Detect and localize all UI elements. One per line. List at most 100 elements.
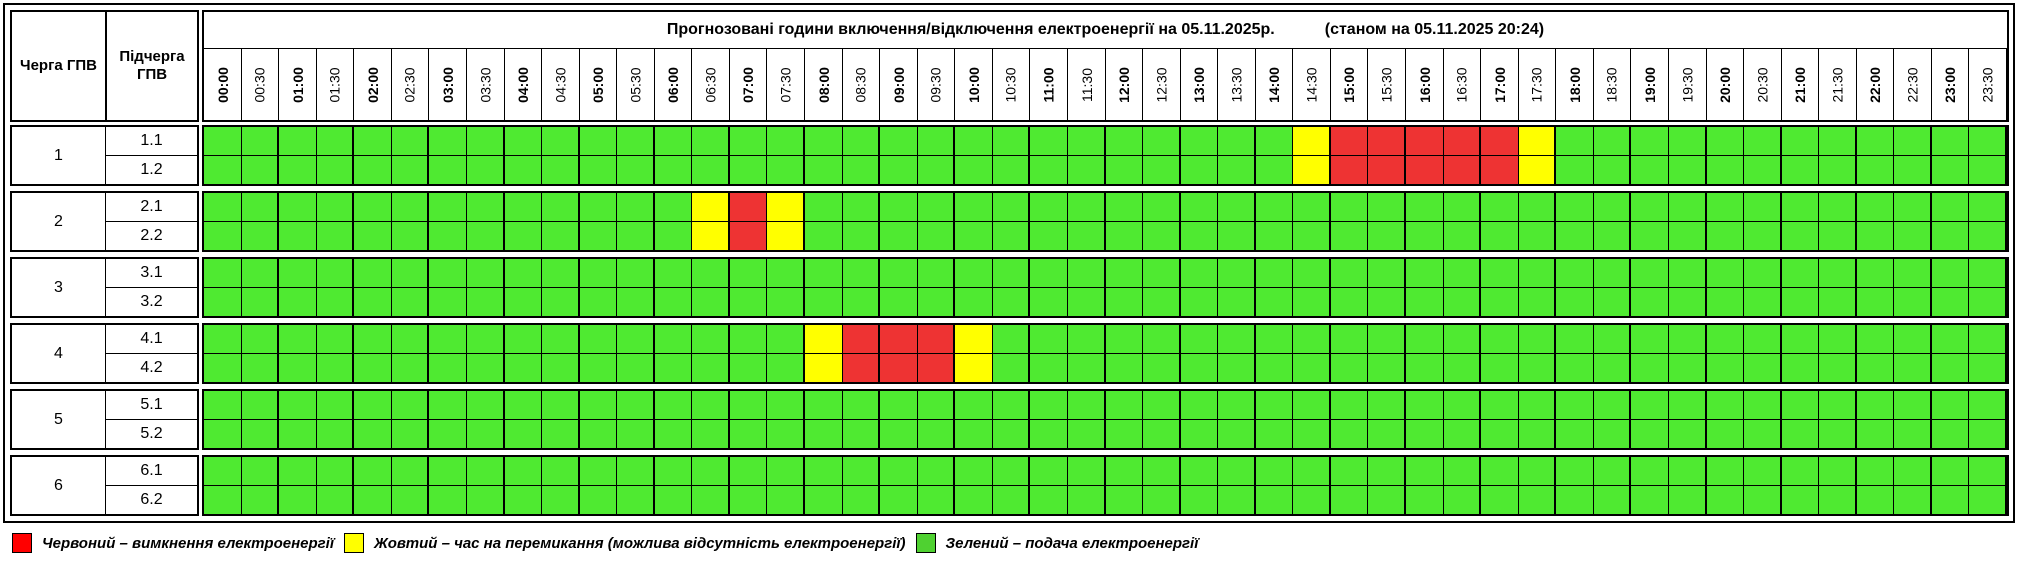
slot-on (843, 156, 880, 184)
slot-on (1669, 259, 1707, 287)
slot-on (1106, 259, 1143, 287)
slot-on (1368, 325, 1406, 353)
subqueue-name: 6.1 (106, 457, 197, 486)
slot-off (1444, 156, 1481, 184)
slot-on (767, 391, 805, 419)
slot-on (1256, 288, 1293, 316)
slot-on (1594, 127, 1631, 155)
slot-on (1181, 288, 1218, 316)
slot-on (1969, 420, 2007, 448)
slot-on (1782, 222, 1819, 250)
slot-on (242, 156, 279, 184)
subqueue-name: 4.2 (140, 359, 163, 376)
slot-on (1819, 259, 1857, 287)
slot-on (617, 127, 655, 155)
slot-on (655, 156, 692, 184)
slot-on (1106, 391, 1143, 419)
slot-on (505, 259, 542, 287)
slot-on (1556, 391, 1594, 419)
slot-on (1256, 457, 1293, 485)
slot-on (1293, 354, 1331, 382)
legend-yellow: Жовтий – час на перемикання (можлива від… (344, 533, 906, 553)
slot-on (542, 193, 580, 221)
slot-on (918, 127, 955, 155)
slot-on (1594, 325, 1631, 353)
slot-off (918, 354, 955, 382)
slot-on (1969, 156, 2007, 184)
slot-on (467, 420, 505, 448)
slot-on (655, 457, 692, 485)
slot-on (1256, 354, 1293, 382)
slot-on (1444, 486, 1481, 514)
slot-on (1744, 259, 1782, 287)
slot-on (392, 156, 429, 184)
slot-on (880, 127, 918, 155)
slot-on (1218, 156, 1256, 184)
slot-on (242, 420, 279, 448)
slot-on (1707, 457, 1744, 485)
slot-on (1368, 486, 1406, 514)
slot-on (279, 391, 317, 419)
slot-on (542, 222, 580, 250)
subqueue-name: 4.1 (106, 325, 197, 354)
slot-on (617, 222, 655, 250)
slot-on (1631, 193, 1669, 221)
slot-on (1594, 391, 1631, 419)
slot-on (1030, 259, 1068, 287)
slot-on (1594, 420, 1631, 448)
queue-name: 3 (12, 259, 106, 316)
slot-on (730, 457, 767, 485)
slot-on (1106, 222, 1143, 250)
slot-on (1218, 354, 1256, 382)
slot-on (1106, 420, 1143, 448)
slot-on (1894, 354, 1932, 382)
time-slot-label: 11:30 (1068, 49, 1106, 121)
slot-on (1331, 457, 1368, 485)
slot-on (1181, 193, 1218, 221)
slot-switch (1293, 127, 1331, 155)
slot-on (467, 259, 505, 287)
queue-name: 1 (12, 127, 106, 184)
time-slot-label: 06:30 (692, 49, 730, 121)
time-slot-label: 01:00 (279, 49, 317, 121)
slot-on (1143, 391, 1181, 419)
slot-on (843, 127, 880, 155)
slot-on (279, 156, 317, 184)
slot-on (1744, 420, 1782, 448)
slot-on (354, 391, 392, 419)
slot-on (1819, 222, 1857, 250)
slot-off (1331, 127, 1368, 155)
slot-on (1894, 391, 1932, 419)
slot-on (580, 127, 617, 155)
slot-on (1707, 222, 1744, 250)
slot-on (1857, 325, 1894, 353)
slot-on (467, 193, 505, 221)
slot-on (993, 127, 1030, 155)
slot-on (1932, 127, 1969, 155)
slot-on (1707, 420, 1744, 448)
slot-on (1782, 127, 1819, 155)
slot-on (1556, 288, 1594, 316)
slot-on (1932, 325, 1969, 353)
slot-on (1293, 325, 1331, 353)
legend-green: Зелений – подача електроенергії (915, 533, 1198, 553)
slot-on (1181, 391, 1218, 419)
time-slot-label: 07:00 (730, 49, 767, 121)
time-slot-label: 00:30 (242, 49, 279, 121)
slot-on (317, 259, 354, 287)
slot-on (655, 391, 692, 419)
slot-on (1256, 391, 1293, 419)
time-slot-label: 02:00 (354, 49, 392, 121)
schedule-row (204, 156, 2007, 184)
slot-on (204, 127, 242, 155)
slot-on (1218, 193, 1256, 221)
slot-on (1894, 259, 1932, 287)
slot-on (1669, 325, 1707, 353)
slot-on (1932, 259, 1969, 287)
slot-on (1181, 325, 1218, 353)
slot-on (1331, 325, 1368, 353)
slot-on (505, 127, 542, 155)
schedule-row (204, 420, 2007, 448)
slot-on (1293, 420, 1331, 448)
slot-on (429, 486, 467, 514)
